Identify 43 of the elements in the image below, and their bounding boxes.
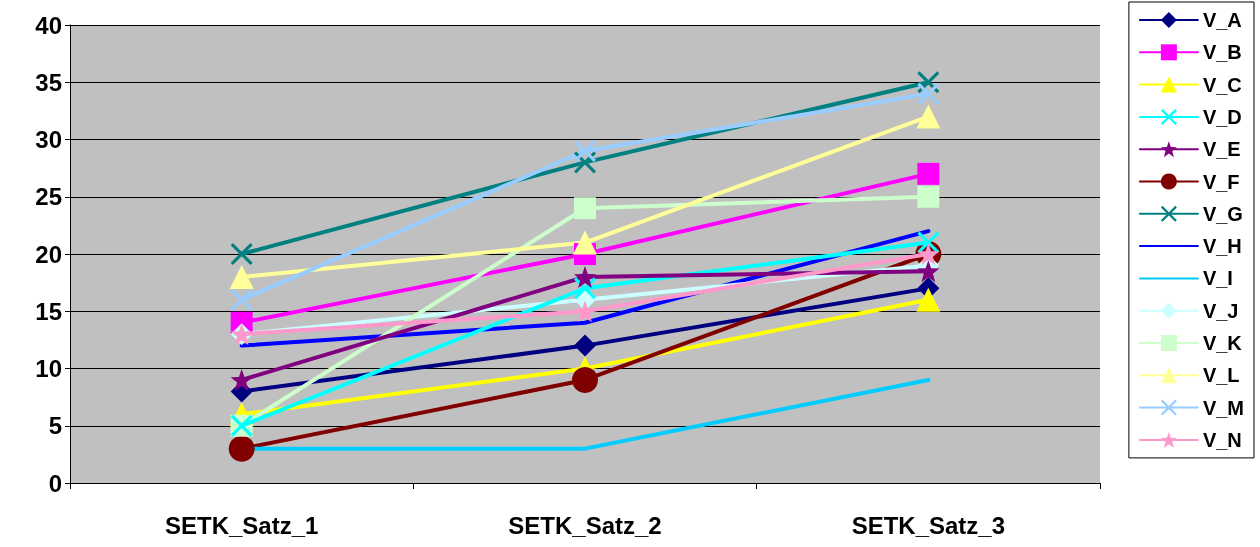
point — [574, 334, 596, 357]
point — [574, 139, 596, 162]
y-tick-label: 10 — [35, 355, 62, 382]
legend-label: V_I — [1202, 267, 1233, 290]
point — [230, 243, 253, 265]
legend-label: V_J — [1202, 299, 1239, 322]
legend-label: V_B — [1202, 41, 1242, 64]
y-tick-label: 30 — [35, 126, 62, 153]
legend-label: V_G — [1202, 202, 1243, 225]
point — [574, 265, 596, 288]
y-tick-label: 40 — [35, 11, 62, 39]
y-tick-label: 20 — [35, 240, 62, 268]
legend-label: V_N — [1202, 428, 1242, 451]
legend-label: V_C — [1202, 73, 1242, 96]
x-tick-label: SETK_Satz_3 — [851, 511, 1006, 539]
point — [916, 104, 941, 129]
x-tick-label: SETK_Satz_2 — [508, 511, 662, 539]
point — [230, 368, 253, 391]
legend-label: V_K — [1202, 332, 1243, 354]
point — [228, 435, 255, 462]
legend-label: V_H — [1202, 235, 1242, 258]
point — [230, 288, 253, 311]
point — [574, 197, 596, 220]
point — [917, 82, 940, 105]
x-tick-label: SETK_Satz_1 — [164, 511, 319, 539]
legend-label: V_M — [1202, 396, 1244, 419]
point — [917, 162, 940, 185]
legend-label: V_L — [1202, 364, 1240, 387]
point — [573, 230, 597, 255]
y-tick-label: 15 — [35, 297, 62, 325]
legend-label: V_D — [1202, 105, 1242, 128]
y-tick-label: 35 — [35, 68, 62, 96]
point — [572, 366, 598, 393]
y-tick-label: 25 — [35, 183, 62, 211]
legend-label: V_A — [1202, 9, 1242, 31]
point — [916, 287, 941, 312]
point — [917, 260, 940, 283]
point — [917, 185, 940, 208]
legend-label: V_E — [1202, 138, 1241, 161]
y-tick-label: 5 — [48, 412, 62, 440]
legend-label: V_F — [1202, 170, 1240, 193]
point — [229, 264, 254, 289]
y-tick-label: 0 — [48, 469, 62, 497]
